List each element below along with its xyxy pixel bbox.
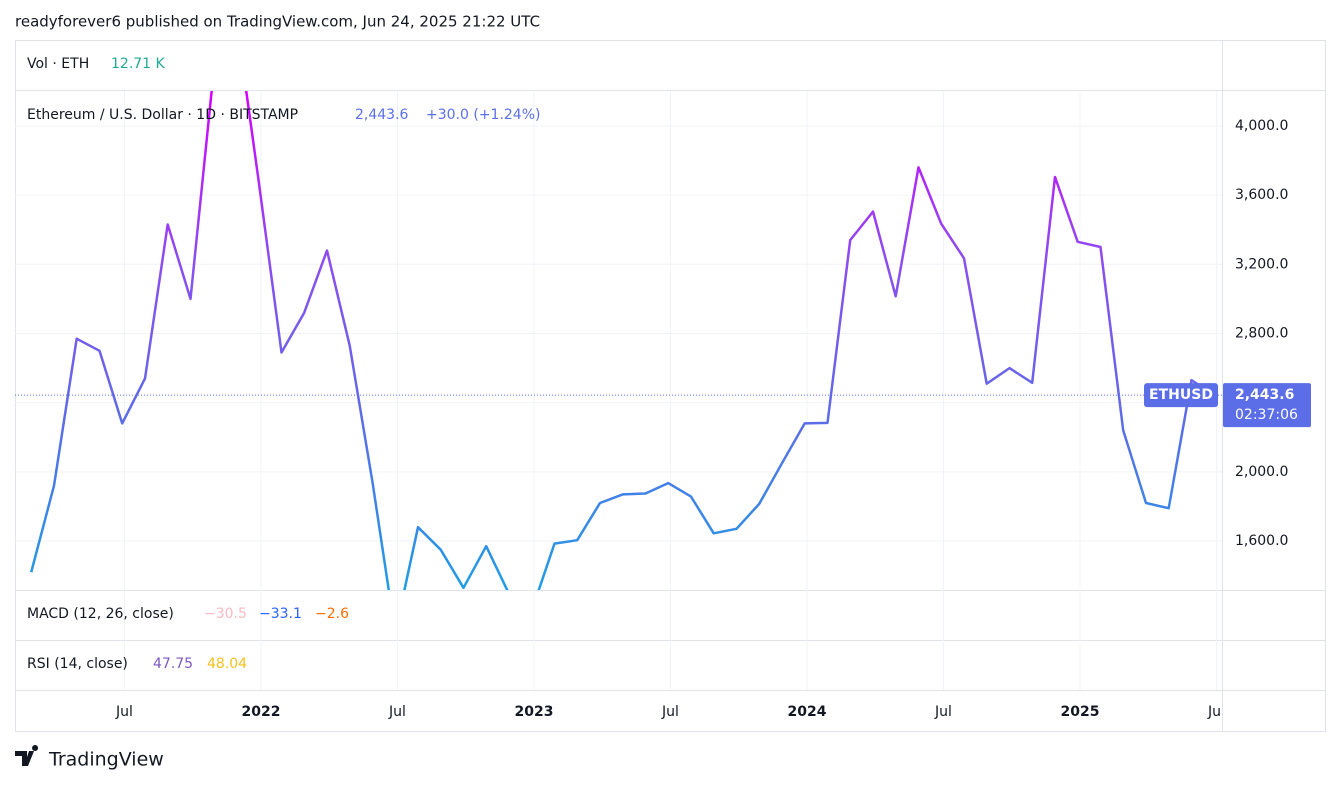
brand: TradingView — [48, 749, 164, 771]
price-tag-value: 2,443.6 — [1235, 387, 1294, 403]
x-tick-label: Jul — [661, 704, 679, 720]
vol-value: 12.71 K — [111, 56, 166, 72]
vol-label: Vol · ETH — [27, 56, 89, 72]
x-tick-label: 2023 — [515, 704, 554, 720]
x-tick-label: 2025 — [1061, 704, 1100, 720]
rsi-ma-value: 48.04 — [207, 656, 247, 672]
y-tick-label: 3,600.0 — [1235, 187, 1288, 203]
y-tick-label: 2,000.0 — [1235, 464, 1288, 480]
macd-label: MACD (12, 26, close) — [27, 606, 174, 622]
rsi-label: RSI (14, close) — [27, 656, 128, 672]
y-tick-label: 4,000.0 — [1235, 118, 1288, 134]
price-line — [29, 91, 1215, 590]
symbol-tag-label: ETHUSD — [1149, 387, 1213, 403]
x-tick-label: Jul — [934, 704, 952, 720]
x-tick-label: 2022 — [242, 704, 281, 720]
y-tick-label: 2,800.0 — [1235, 325, 1288, 341]
x-tick-label: 2024 — [788, 704, 827, 720]
y-tick-label: 3,200.0 — [1235, 256, 1288, 272]
price-change: +30.0 (+1.24%) — [426, 107, 540, 123]
symbol-tag — [1144, 383, 1218, 408]
symbol-title: Ethereum / U.S. Dollar · 1D · BITSTAMP — [27, 107, 298, 123]
rsi-value: 47.75 — [153, 656, 193, 672]
x-tick-label: Jul — [1207, 704, 1225, 720]
tradingview-logo: TradingView — [15, 745, 164, 771]
histogram-value: −2.6 — [315, 606, 349, 622]
price-tag — [1223, 383, 1311, 428]
publisher-line: readyforever6 published on TradingView.c… — [15, 13, 540, 31]
signal-value: −33.1 — [259, 606, 302, 622]
x-tick-label: Jul — [388, 704, 406, 720]
x-tick-label: Jul — [115, 704, 133, 720]
price-tag-countdown: 02:37:06 — [1235, 407, 1298, 423]
macd-value: −30.5 — [204, 606, 247, 622]
y-tick-label: 1,600.0 — [1235, 533, 1288, 549]
last-price: 2,443.6 — [355, 107, 409, 123]
